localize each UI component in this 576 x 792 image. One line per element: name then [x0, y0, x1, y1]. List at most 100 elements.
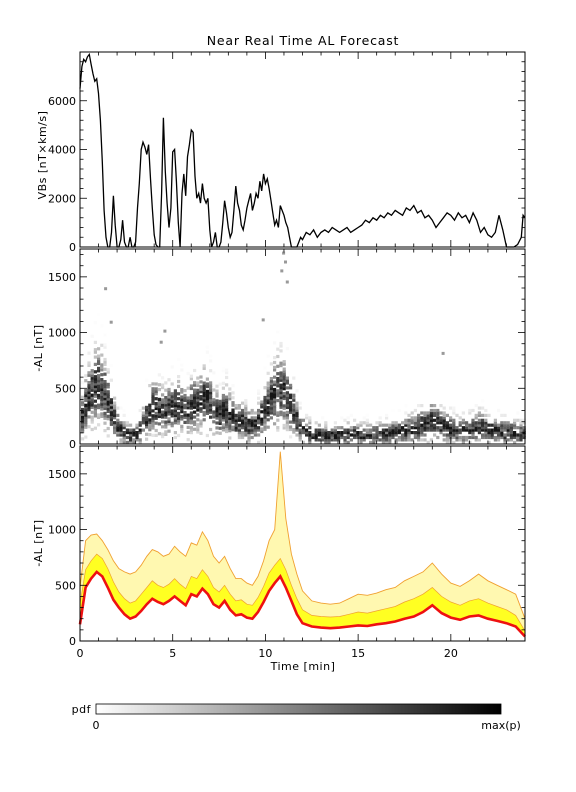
pdf-cell [97, 361, 101, 366]
pdf-cell [151, 392, 155, 396]
pdf-cell [282, 404, 286, 408]
pdf-cell [298, 428, 302, 432]
pdf-cell [266, 410, 270, 415]
pdf-cell [193, 368, 197, 373]
pdf-cell [183, 403, 187, 407]
y-tick-label: 1000 [48, 524, 76, 537]
pdf-cell [244, 399, 248, 403]
pdf-cell [113, 430, 117, 435]
pdf-cell [327, 435, 331, 440]
pdf-cell [215, 401, 219, 405]
pdf-cell [106, 402, 110, 406]
pdf-cell [106, 409, 110, 413]
pdf-cell [100, 378, 104, 382]
pdf-cell [394, 440, 398, 444]
pdf-cell [151, 426, 155, 430]
pdf-cell [292, 428, 296, 432]
pdf-cell [97, 369, 101, 373]
pdf-cell [167, 395, 171, 399]
pdf-cell [436, 426, 440, 430]
pdf-cell [90, 398, 94, 402]
pdf-cell [90, 381, 94, 385]
pdf-cell [84, 423, 88, 427]
pdf-cell [321, 435, 325, 440]
pdf-cell [471, 428, 475, 432]
pdf-cell [375, 421, 379, 425]
pdf-cell [167, 400, 171, 404]
pdf-cell [522, 428, 526, 432]
pdf-cell [100, 414, 104, 418]
pdf-cell [202, 393, 206, 397]
pdf-cell [100, 390, 104, 394]
pdf-cell [481, 421, 485, 425]
pdf-cell [442, 426, 446, 430]
pdf-cell [506, 438, 510, 442]
pdf-cell [487, 431, 491, 435]
pdf-cell [244, 428, 248, 432]
pdf-cell [455, 413, 459, 417]
pdf-cell [103, 392, 107, 396]
pdf-cell [97, 393, 101, 397]
pdf-cell [228, 392, 232, 396]
pdf-cell [103, 362, 107, 366]
pdf-cell [282, 367, 286, 371]
pdf-cell [266, 398, 270, 402]
pdf-cell [212, 410, 216, 414]
pdf-cell [269, 389, 273, 393]
y-tick-label: 4000 [48, 144, 76, 157]
pdf-cell [241, 423, 245, 427]
pdf-cell [321, 416, 325, 420]
pdf-cell [237, 406, 241, 410]
pdf-cell [503, 428, 507, 432]
pdf-cell [442, 428, 446, 432]
pdf-cell [465, 428, 469, 432]
pdf-cell [429, 411, 433, 415]
pdf-cell [237, 411, 241, 415]
pdf-cell [282, 411, 286, 415]
pdf-cell [292, 376, 296, 380]
pdf-cell [423, 423, 427, 427]
pdf-cell [317, 423, 321, 427]
pdf-cell [209, 396, 213, 400]
pdf-cell [314, 428, 318, 432]
pdf-cell [209, 393, 213, 397]
pdf-cell [199, 424, 203, 428]
pdf-cell [161, 400, 165, 404]
pdf-cell [317, 431, 321, 435]
pdf-cell [129, 440, 133, 444]
pdf-cell [337, 435, 341, 440]
pdf-cell [122, 408, 126, 413]
pdf-cell [519, 433, 523, 437]
pdf-cell [196, 383, 200, 387]
pdf-cell [276, 372, 280, 376]
pdf-cell [289, 393, 293, 397]
pdf-cell [324, 431, 328, 435]
pdf-cell [228, 419, 232, 423]
pdf-cell [145, 413, 149, 417]
pdf-cell [241, 416, 245, 420]
pdf-cell [465, 423, 469, 427]
x-tick-label: 10 [258, 647, 272, 660]
pdf-cell [353, 426, 357, 430]
upper-band-edge [79, 451, 526, 619]
pdf-cell [343, 431, 347, 435]
pdf-cell [426, 416, 430, 420]
pdf-cell [279, 373, 283, 377]
pdf-cell [292, 408, 296, 412]
pdf-cell [228, 414, 232, 418]
pdf-cell [266, 413, 270, 417]
pdf-cell [138, 431, 142, 435]
pdf-cell [477, 426, 481, 430]
pdf-cell [295, 408, 299, 413]
pdf-cell [231, 413, 235, 417]
pdf-cell [93, 411, 97, 416]
pdf-cell [247, 421, 251, 425]
pdf-cell [346, 435, 350, 440]
pdf-cell [116, 413, 120, 417]
pdf-cell [196, 401, 200, 405]
pdf-cell [506, 426, 510, 430]
pdf-cell [289, 410, 293, 414]
pdf-cell [289, 400, 293, 405]
pdf-cell [241, 418, 245, 422]
